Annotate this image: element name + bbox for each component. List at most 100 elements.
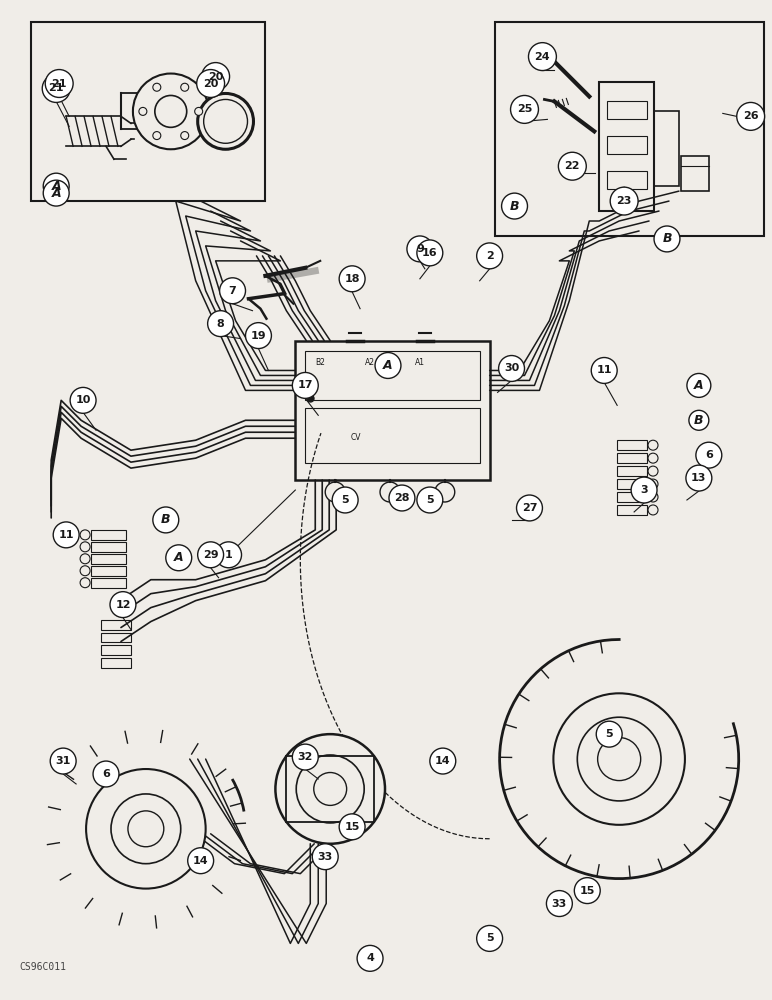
Text: 18: 18: [344, 274, 360, 284]
Circle shape: [736, 102, 764, 130]
Circle shape: [42, 75, 70, 102]
Circle shape: [153, 507, 179, 533]
Circle shape: [43, 180, 69, 206]
Text: A2: A2: [365, 358, 375, 367]
Text: A1: A1: [415, 358, 425, 367]
Text: 1: 1: [225, 550, 232, 560]
Circle shape: [577, 717, 661, 801]
Circle shape: [631, 477, 657, 503]
Circle shape: [502, 193, 527, 219]
Text: B: B: [662, 232, 672, 245]
Circle shape: [93, 761, 119, 787]
Circle shape: [654, 226, 680, 252]
Circle shape: [516, 495, 543, 521]
Circle shape: [686, 465, 712, 491]
Circle shape: [219, 278, 245, 304]
Circle shape: [339, 814, 365, 840]
Bar: [608, 171, 647, 189]
Circle shape: [198, 93, 253, 149]
Circle shape: [476, 243, 503, 269]
Text: 5: 5: [605, 729, 613, 739]
Circle shape: [610, 187, 638, 215]
Text: 25: 25: [516, 104, 532, 114]
Text: 20: 20: [203, 79, 218, 89]
Text: 21: 21: [52, 79, 67, 89]
Text: B: B: [161, 513, 171, 526]
Text: 19: 19: [251, 331, 266, 341]
Bar: [101, 633, 131, 642]
Circle shape: [407, 236, 433, 262]
Circle shape: [80, 578, 90, 588]
Text: 32: 32: [297, 752, 313, 762]
Circle shape: [139, 107, 147, 115]
Bar: [91, 578, 126, 588]
Text: 10: 10: [76, 395, 91, 405]
Circle shape: [155, 95, 187, 127]
Bar: [101, 620, 131, 630]
Text: 27: 27: [522, 503, 537, 513]
Circle shape: [276, 734, 385, 844]
Circle shape: [357, 945, 383, 971]
Text: 15: 15: [580, 886, 595, 896]
Circle shape: [596, 721, 622, 747]
Circle shape: [598, 738, 641, 781]
Circle shape: [86, 769, 205, 889]
Circle shape: [50, 748, 76, 774]
Text: 15: 15: [344, 822, 360, 832]
Text: 26: 26: [743, 111, 759, 121]
Circle shape: [339, 266, 365, 292]
Circle shape: [554, 693, 685, 825]
Text: 21: 21: [49, 83, 64, 93]
Text: 13: 13: [691, 473, 706, 483]
Bar: [654, 111, 679, 186]
Text: B2: B2: [315, 358, 325, 367]
Text: A: A: [174, 551, 184, 564]
Text: 30: 30: [504, 363, 520, 373]
Text: 8: 8: [217, 319, 225, 329]
Circle shape: [375, 353, 401, 378]
Text: CS96C011: CS96C011: [19, 962, 66, 972]
Text: 29: 29: [203, 550, 218, 560]
Text: 28: 28: [394, 493, 410, 503]
Circle shape: [215, 542, 242, 568]
Circle shape: [696, 442, 722, 468]
Circle shape: [417, 487, 443, 513]
Bar: [305, 351, 479, 400]
Circle shape: [53, 522, 79, 548]
Text: 14: 14: [193, 856, 208, 866]
Text: 11: 11: [59, 530, 74, 540]
Circle shape: [197, 70, 225, 97]
Bar: [101, 645, 131, 655]
Circle shape: [574, 878, 600, 904]
Text: B: B: [694, 414, 703, 427]
Text: 5: 5: [426, 495, 434, 505]
Circle shape: [687, 373, 711, 397]
Bar: [296, 341, 489, 480]
Circle shape: [648, 440, 658, 450]
Circle shape: [648, 479, 658, 489]
Circle shape: [380, 482, 400, 502]
Text: 17: 17: [297, 380, 313, 390]
Circle shape: [204, 99, 248, 143]
Text: 33: 33: [552, 899, 567, 909]
Bar: [617, 479, 647, 489]
Circle shape: [499, 356, 524, 381]
Text: 31: 31: [56, 756, 71, 766]
Bar: [91, 530, 126, 540]
Bar: [617, 505, 647, 515]
Circle shape: [648, 492, 658, 502]
Circle shape: [245, 323, 272, 349]
Circle shape: [332, 487, 358, 513]
Circle shape: [46, 70, 73, 97]
Text: 2: 2: [486, 251, 493, 261]
Circle shape: [80, 566, 90, 576]
Bar: [91, 554, 126, 564]
Circle shape: [111, 794, 181, 864]
Text: 14: 14: [435, 756, 451, 766]
Bar: [608, 136, 647, 154]
Text: 7: 7: [229, 286, 236, 296]
Circle shape: [195, 107, 203, 115]
Circle shape: [188, 848, 214, 874]
Circle shape: [181, 83, 188, 91]
Text: 20: 20: [208, 72, 223, 82]
